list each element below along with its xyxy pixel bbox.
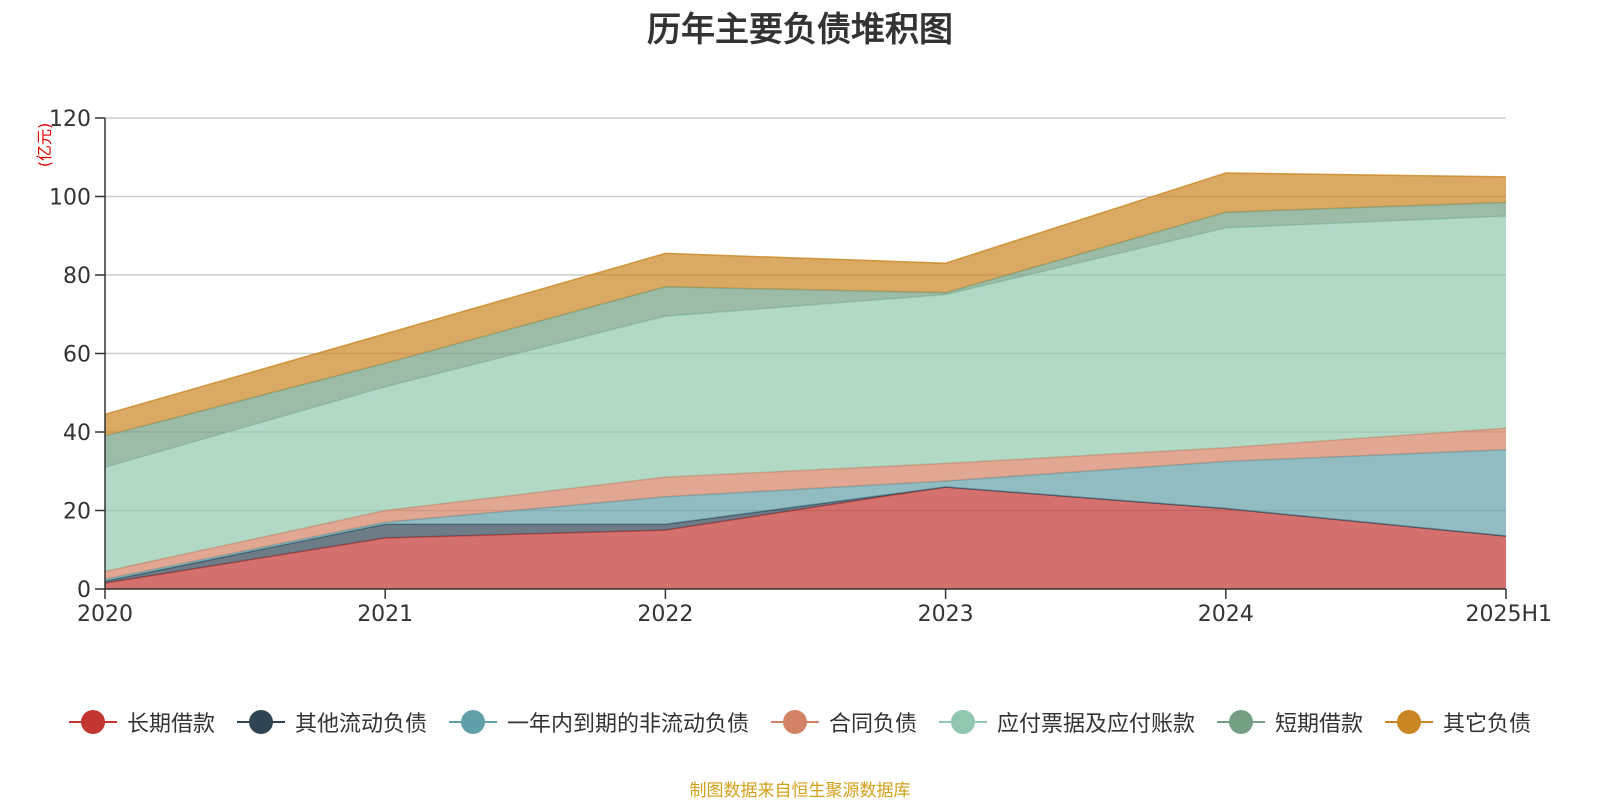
legend-symbol-icon: [68, 710, 117, 734]
y-tick-label-60: 60: [63, 343, 91, 368]
legend-item-4[interactable]: 应付票据及应付账款: [939, 706, 1195, 738]
y-tick-label-20: 20: [63, 500, 91, 525]
area-series: [104, 172, 1507, 589]
legend-item-0[interactable]: 长期借款: [68, 706, 215, 738]
x-tick-label-1: 2021: [357, 602, 413, 627]
x-tick-label-0: 2020: [77, 602, 133, 627]
area-series-2[interactable]: [105, 449, 1506, 582]
legend-item-6[interactable]: 其它负债: [1385, 706, 1531, 738]
y-tick-label-100: 100: [49, 186, 91, 211]
legend-item-5[interactable]: 短期借款: [1217, 706, 1363, 738]
axes: 0 20 40 60 80 100 120 2020 2021 2022 2023 2024 2025H…: [49, 107, 1552, 627]
legend-label: 长期借款: [126, 712, 215, 737]
y-tick-label-40: 40: [63, 421, 91, 446]
legend-symbol-icon: [1217, 710, 1266, 734]
legend-symbol-icon: [770, 710, 819, 734]
area-series-3[interactable]: [105, 428, 1506, 580]
y-tick-label-0: 0: [77, 578, 91, 603]
legend-label: 短期借款: [1275, 712, 1364, 737]
legend-label: 其它负债: [1443, 712, 1532, 737]
x-tick-label-3: 2023: [918, 602, 974, 627]
area-series-4[interactable]: [105, 216, 1506, 572]
series-line-6: [104, 172, 1507, 416]
legend-item-2[interactable]: 一年内到期的非流动负债: [448, 706, 749, 738]
series-line-2: [104, 448, 1507, 580]
legend-symbol-icon: [236, 710, 285, 734]
legend-item-3[interactable]: 合同负债: [770, 706, 917, 738]
y-axis-unit-label: (亿元): [35, 123, 54, 168]
legend-label: 一年内到期的非流动负债: [506, 712, 749, 737]
source-note: 制图数据来自恒生聚源数据库: [689, 781, 911, 801]
legend-item-1[interactable]: 其他流动负债: [236, 706, 427, 738]
legend-symbol-icon: [1385, 710, 1434, 734]
legend-label: 合同负债: [828, 712, 917, 737]
y-tick-label-80: 80: [63, 264, 91, 289]
x-tick-label-5: 2025H1: [1465, 602, 1552, 627]
y-tick-label-120: 120: [49, 107, 91, 132]
legend-label: 其他流动负债: [294, 712, 427, 737]
x-tick-label-4: 2024: [1198, 602, 1254, 627]
area-series-0[interactable]: [105, 486, 1506, 589]
chart-title: 历年主要负债堆积图: [647, 10, 953, 50]
x-tick-label-2: 2022: [637, 602, 693, 627]
legend: 长期借款 其他流动负债 一年内到期的非流动负债 合同负债 应付票据及应付账款 短期借款 其它…: [0, 706, 1600, 738]
area-series-6[interactable]: [105, 172, 1506, 436]
legend-symbol-icon: [939, 710, 987, 734]
legend-label: 应付票据及应付账款: [997, 712, 1196, 737]
legend-symbol-icon: [448, 710, 497, 734]
